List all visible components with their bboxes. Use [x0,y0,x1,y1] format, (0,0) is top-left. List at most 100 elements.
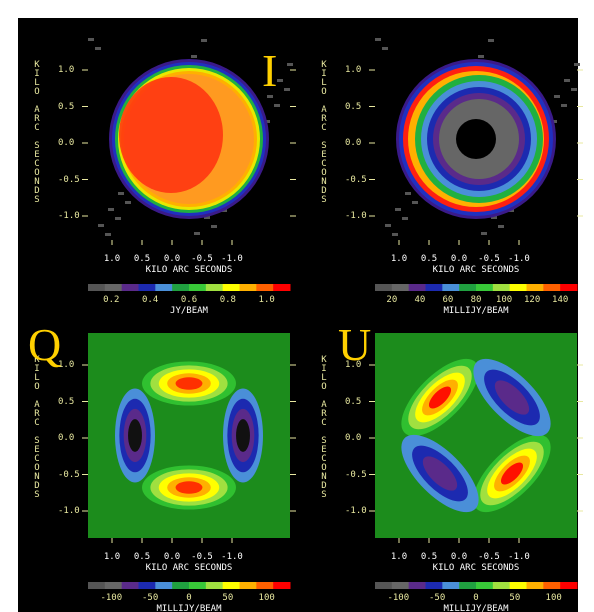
colorbar [527,284,544,291]
noise [201,39,207,42]
y-tick-label: 0.0 [58,433,74,443]
noise [382,47,388,50]
x-tick-label: 0.5 [421,254,437,264]
noise [277,79,283,82]
y-tick-label: -0.5 [345,470,367,480]
colorbar [88,582,105,589]
noise [488,39,494,42]
colorbar [256,582,273,589]
colorbar [476,582,493,589]
x-tick-label: -1.0 [508,552,530,562]
colorbar [105,284,122,291]
colorbar [426,284,443,291]
colorbar [459,284,476,291]
x-axis-label: KILO ARC SECONDS [433,265,520,275]
colorbar [510,582,527,589]
x-tick-label: -1.0 [221,254,243,264]
lobe [176,377,203,390]
panel-label: I [262,48,277,94]
colorbar [409,284,426,291]
colorbar [122,582,139,589]
colorbar-label: 1.0 [259,295,275,305]
colorbar [139,582,156,589]
colorbar-label: 0 [186,593,191,603]
y-tick-label: 0.5 [58,397,74,407]
colorbar-label: 0.4 [142,295,158,305]
noise [561,104,567,107]
colorbar [409,582,426,589]
colorbar [459,582,476,589]
noise [498,225,504,228]
y-tick-label: -1.0 [345,211,367,221]
x-tick-label: 0.5 [134,254,150,264]
x-tick-label: 1.0 [104,254,120,264]
colorbar [206,582,223,589]
x-tick-label: -1.0 [221,552,243,562]
colorbar [256,284,273,291]
colorbar-label: 0.6 [181,295,197,305]
colorbar [206,284,223,291]
noise [574,63,580,66]
x-tick-label: -0.5 [478,254,500,264]
y-tick-label: 1.0 [345,65,361,75]
colorbar [155,582,172,589]
noise [284,88,290,91]
noise [287,63,293,66]
page: KILO ARC SECONDS 1.0 0.5 0.0 -0.5 -1.0 1.0 0.5 0… [0,0,594,612]
panel-label: U [338,322,371,368]
noise [478,55,484,58]
colorbar [223,582,240,589]
colorbar-label: 40 [414,295,425,305]
x-tick-label: 0.0 [451,254,467,264]
colorbar-label: 100 [496,295,512,305]
noise [412,201,418,204]
noise [98,224,104,227]
colorbar [560,582,577,589]
noise [95,47,101,50]
lobe [236,419,250,452]
y-tick-label: -1.0 [58,211,80,221]
noise [125,201,131,204]
y-tick-label: 0.5 [58,102,74,112]
y-axis-label: KILO ARC SECONDS [32,60,42,204]
colorbar [493,284,510,291]
colorbar [442,582,459,589]
noise [481,232,487,235]
noise [405,192,411,195]
noise [392,233,398,236]
noise [194,232,200,235]
noise [571,88,577,91]
colorbar-label: -100 [387,593,409,603]
colorbar [223,284,240,291]
panel-label: Q [28,322,61,368]
colorbar [375,284,392,291]
colorbar-label: 100 [546,593,562,603]
colorbar [273,582,290,589]
x-tick-label: -0.5 [191,254,213,264]
x-tick-label: 0.0 [164,254,180,264]
noise [191,55,197,58]
colorbar-unit: MILLIJY/BEAM [443,604,508,612]
y-tick-label: -0.5 [58,470,80,480]
colorbar-unit: JY/BEAM [170,306,208,316]
noise [115,217,121,220]
core [119,77,223,193]
x-tick-label: 1.0 [391,254,407,264]
colorbar [155,284,172,291]
x-tick-label: -0.5 [191,552,213,562]
colorbar-label: 100 [259,593,275,603]
colorbar [426,582,443,589]
colorbar [476,284,493,291]
colorbar [240,582,257,589]
lobe [128,419,142,452]
colorbar-unit: MILLIJY/BEAM [443,306,508,316]
colorbar [139,284,156,291]
x-tick-label: 0.5 [421,552,437,562]
colorbar-unit: MILLIJY/BEAM [156,604,221,612]
y-axis-label: KILO ARC SECONDS [32,355,42,499]
colorbar [189,284,206,291]
colorbar-label: -50 [142,593,158,603]
colorbar-label: 0.2 [103,295,119,305]
colorbar [543,284,560,291]
y-axis-label: KILO ARC SECONDS [319,355,329,499]
